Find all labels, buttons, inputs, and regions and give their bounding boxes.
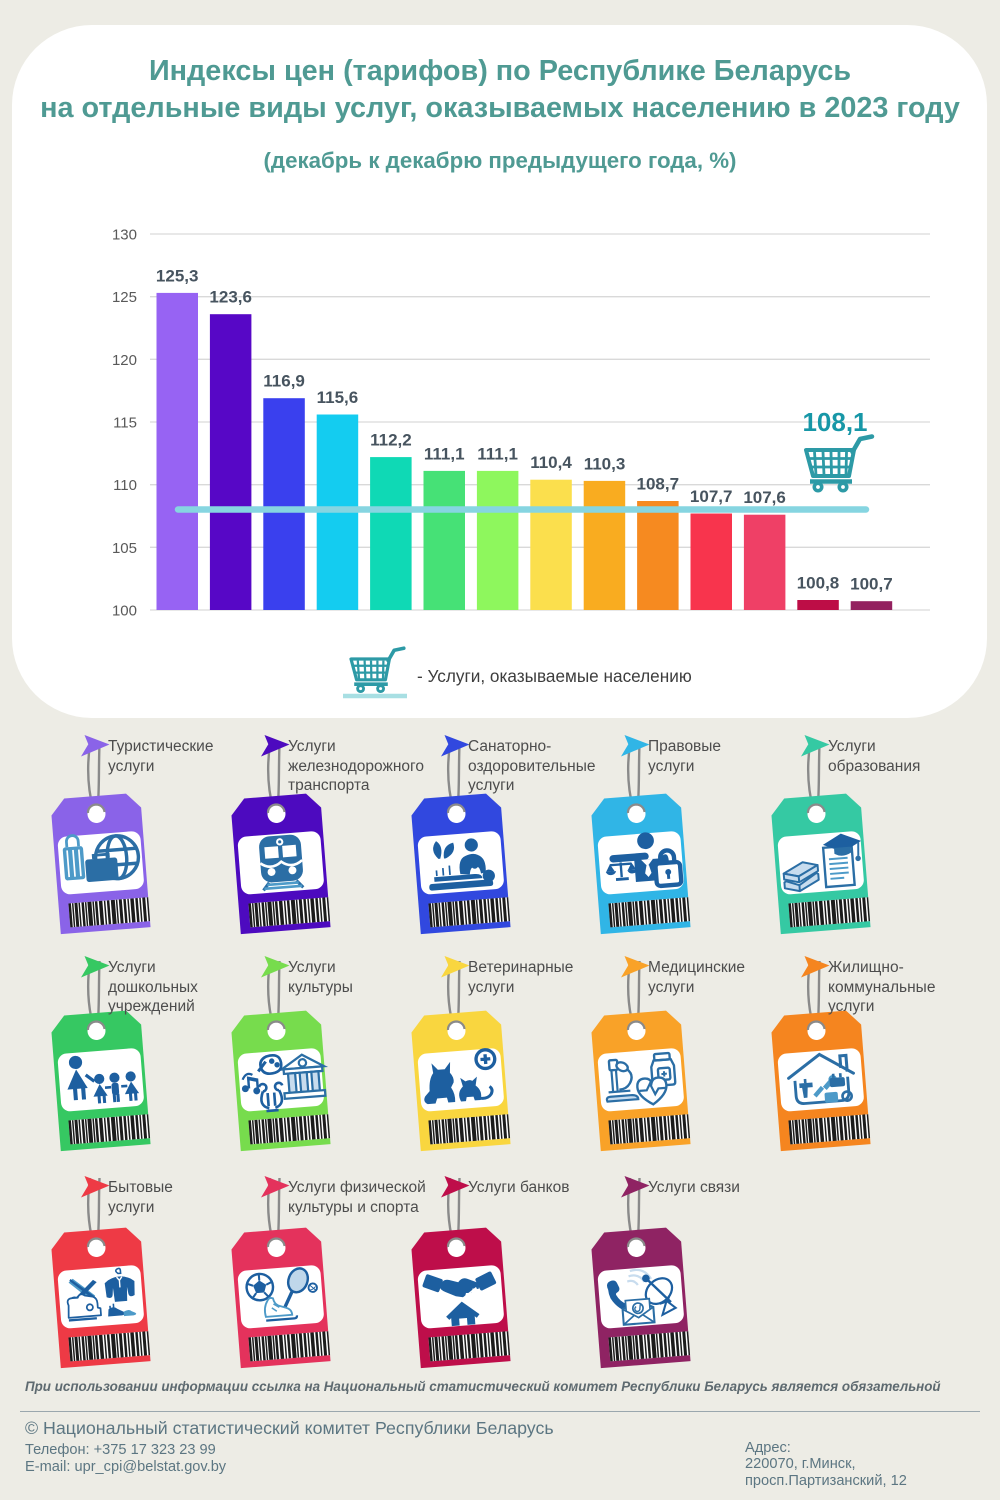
svg-text:110: 110 [113,477,137,494]
svg-text:111,1: 111,1 [477,444,518,463]
svg-text:130: 130 [112,227,137,244]
svg-text:- Услуги, оказываемые населени: - Услуги, оказываемые населению [417,666,692,686]
svg-text:116,9: 116,9 [263,372,305,391]
svg-text:111,1: 111,1 [424,444,465,463]
svg-text:108,1: 108,1 [802,407,867,437]
svg-text:100,7: 100,7 [850,575,893,594]
svg-text:123,6: 123,6 [209,288,252,307]
svg-text:100,8: 100,8 [797,574,840,593]
svg-text:110,4: 110,4 [530,453,572,472]
svg-text:115: 115 [113,415,137,432]
svg-text:110,3: 110,3 [584,454,626,473]
svg-text:125,3: 125,3 [156,266,199,285]
svg-text:105: 105 [112,540,137,557]
svg-text:112,2: 112,2 [370,431,412,450]
svg-text:125: 125 [112,289,137,306]
svg-text:107,7: 107,7 [690,487,733,506]
svg-text:120: 120 [112,352,137,369]
svg-text:108,7: 108,7 [637,475,680,494]
svg-text:107,6: 107,6 [743,488,786,507]
svg-text:115,6: 115,6 [317,388,359,407]
svg-text:100: 100 [112,603,137,620]
